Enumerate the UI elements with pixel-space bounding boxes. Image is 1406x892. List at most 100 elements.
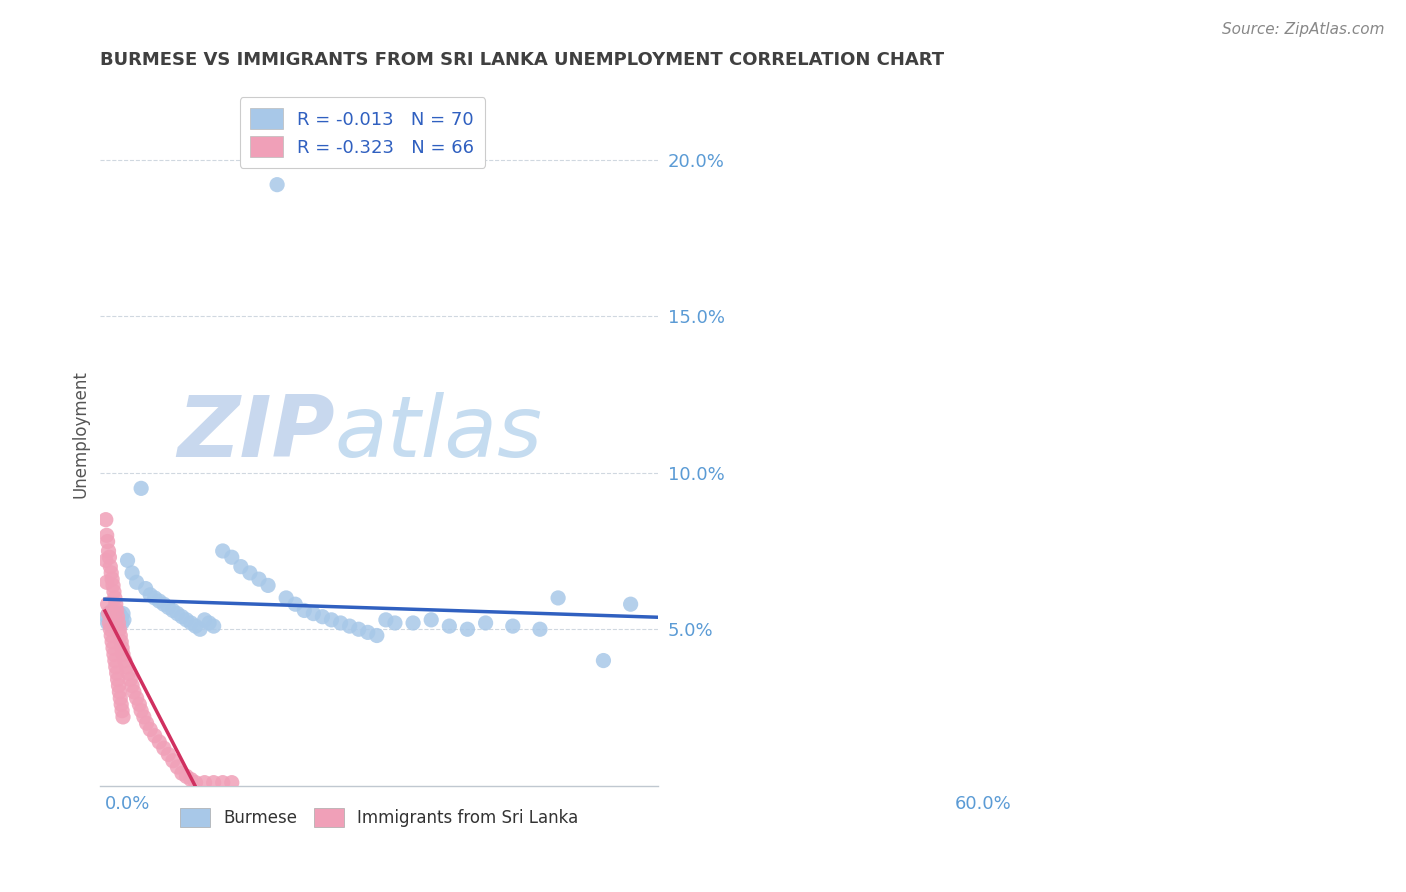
Point <box>101 634 124 648</box>
Point <box>98 622 121 636</box>
Point <box>162 603 184 617</box>
Point <box>97 607 120 621</box>
Point <box>107 679 129 693</box>
Point <box>143 729 166 743</box>
Point <box>439 619 461 633</box>
Point <box>292 603 315 617</box>
Point <box>97 544 120 558</box>
Point <box>135 716 157 731</box>
Point <box>98 550 121 565</box>
Point <box>105 603 128 617</box>
Point <box>402 615 425 630</box>
Point <box>97 615 120 630</box>
Point <box>107 615 129 630</box>
Point <box>110 613 132 627</box>
Point <box>98 615 121 630</box>
Point <box>108 622 131 636</box>
Point <box>592 654 614 668</box>
Point <box>157 600 180 615</box>
Point <box>162 754 184 768</box>
Point <box>211 544 233 558</box>
Point <box>170 766 193 780</box>
Point <box>529 622 551 636</box>
Text: Source: ZipAtlas.com: Source: ZipAtlas.com <box>1222 22 1385 37</box>
Point <box>110 628 132 642</box>
Point <box>198 615 221 630</box>
Point <box>194 775 217 789</box>
Point <box>339 619 361 633</box>
Point <box>166 760 188 774</box>
Point <box>105 666 128 681</box>
Point <box>302 607 325 621</box>
Point <box>117 553 139 567</box>
Point <box>153 597 176 611</box>
Point <box>115 660 138 674</box>
Point <box>103 648 125 662</box>
Point <box>170 609 193 624</box>
Point <box>97 534 120 549</box>
Point <box>502 619 524 633</box>
Point <box>221 550 243 565</box>
Point <box>108 607 131 621</box>
Point <box>117 666 139 681</box>
Point <box>103 584 125 599</box>
Point <box>129 704 152 718</box>
Point <box>211 775 233 789</box>
Point <box>111 640 134 655</box>
Point <box>104 597 127 611</box>
Point <box>202 775 225 789</box>
Point <box>107 673 129 687</box>
Point <box>135 582 157 596</box>
Point <box>114 654 136 668</box>
Point <box>107 615 129 630</box>
Point <box>456 622 478 636</box>
Point <box>98 613 121 627</box>
Point <box>125 691 148 706</box>
Point <box>384 615 406 630</box>
Point <box>103 609 125 624</box>
Point <box>94 553 117 567</box>
Point <box>125 575 148 590</box>
Point <box>257 578 280 592</box>
Point <box>101 578 124 592</box>
Point <box>100 628 122 642</box>
Point <box>166 607 188 621</box>
Point <box>347 622 370 636</box>
Point <box>321 613 343 627</box>
Point <box>357 625 380 640</box>
Point <box>148 594 170 608</box>
Point <box>108 685 131 699</box>
Point <box>266 178 288 192</box>
Point <box>176 769 198 783</box>
Point <box>98 559 121 574</box>
Point <box>111 615 134 630</box>
Point <box>247 572 270 586</box>
Y-axis label: Unemployment: Unemployment <box>72 369 89 498</box>
Point <box>110 698 132 712</box>
Point <box>184 619 207 633</box>
Point <box>111 648 134 662</box>
Point <box>104 607 127 621</box>
Point <box>620 597 643 611</box>
Point <box>194 613 217 627</box>
Point <box>121 679 143 693</box>
Point <box>188 622 211 636</box>
Point <box>111 704 134 718</box>
Point <box>129 481 152 495</box>
Text: atlas: atlas <box>335 392 543 475</box>
Point <box>104 615 127 630</box>
Point <box>111 607 134 621</box>
Point <box>229 559 252 574</box>
Point <box>157 747 180 762</box>
Point <box>97 597 120 611</box>
Point <box>139 723 162 737</box>
Point <box>104 654 127 668</box>
Point <box>547 591 569 605</box>
Point <box>132 710 155 724</box>
Point <box>94 513 117 527</box>
Point <box>374 613 396 627</box>
Point <box>111 710 134 724</box>
Point <box>110 691 132 706</box>
Point <box>97 607 120 621</box>
Point <box>100 566 122 580</box>
